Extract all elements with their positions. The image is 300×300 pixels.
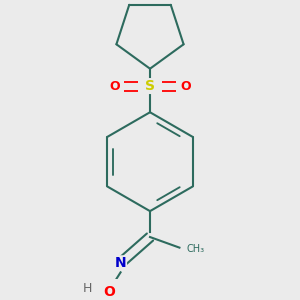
Text: CH₃: CH₃ [187,244,205,254]
Text: H: H [83,282,92,295]
Text: O: O [110,80,120,93]
Text: N: N [115,256,126,270]
Text: O: O [180,80,190,93]
Text: S: S [145,80,155,93]
Text: O: O [103,285,115,299]
